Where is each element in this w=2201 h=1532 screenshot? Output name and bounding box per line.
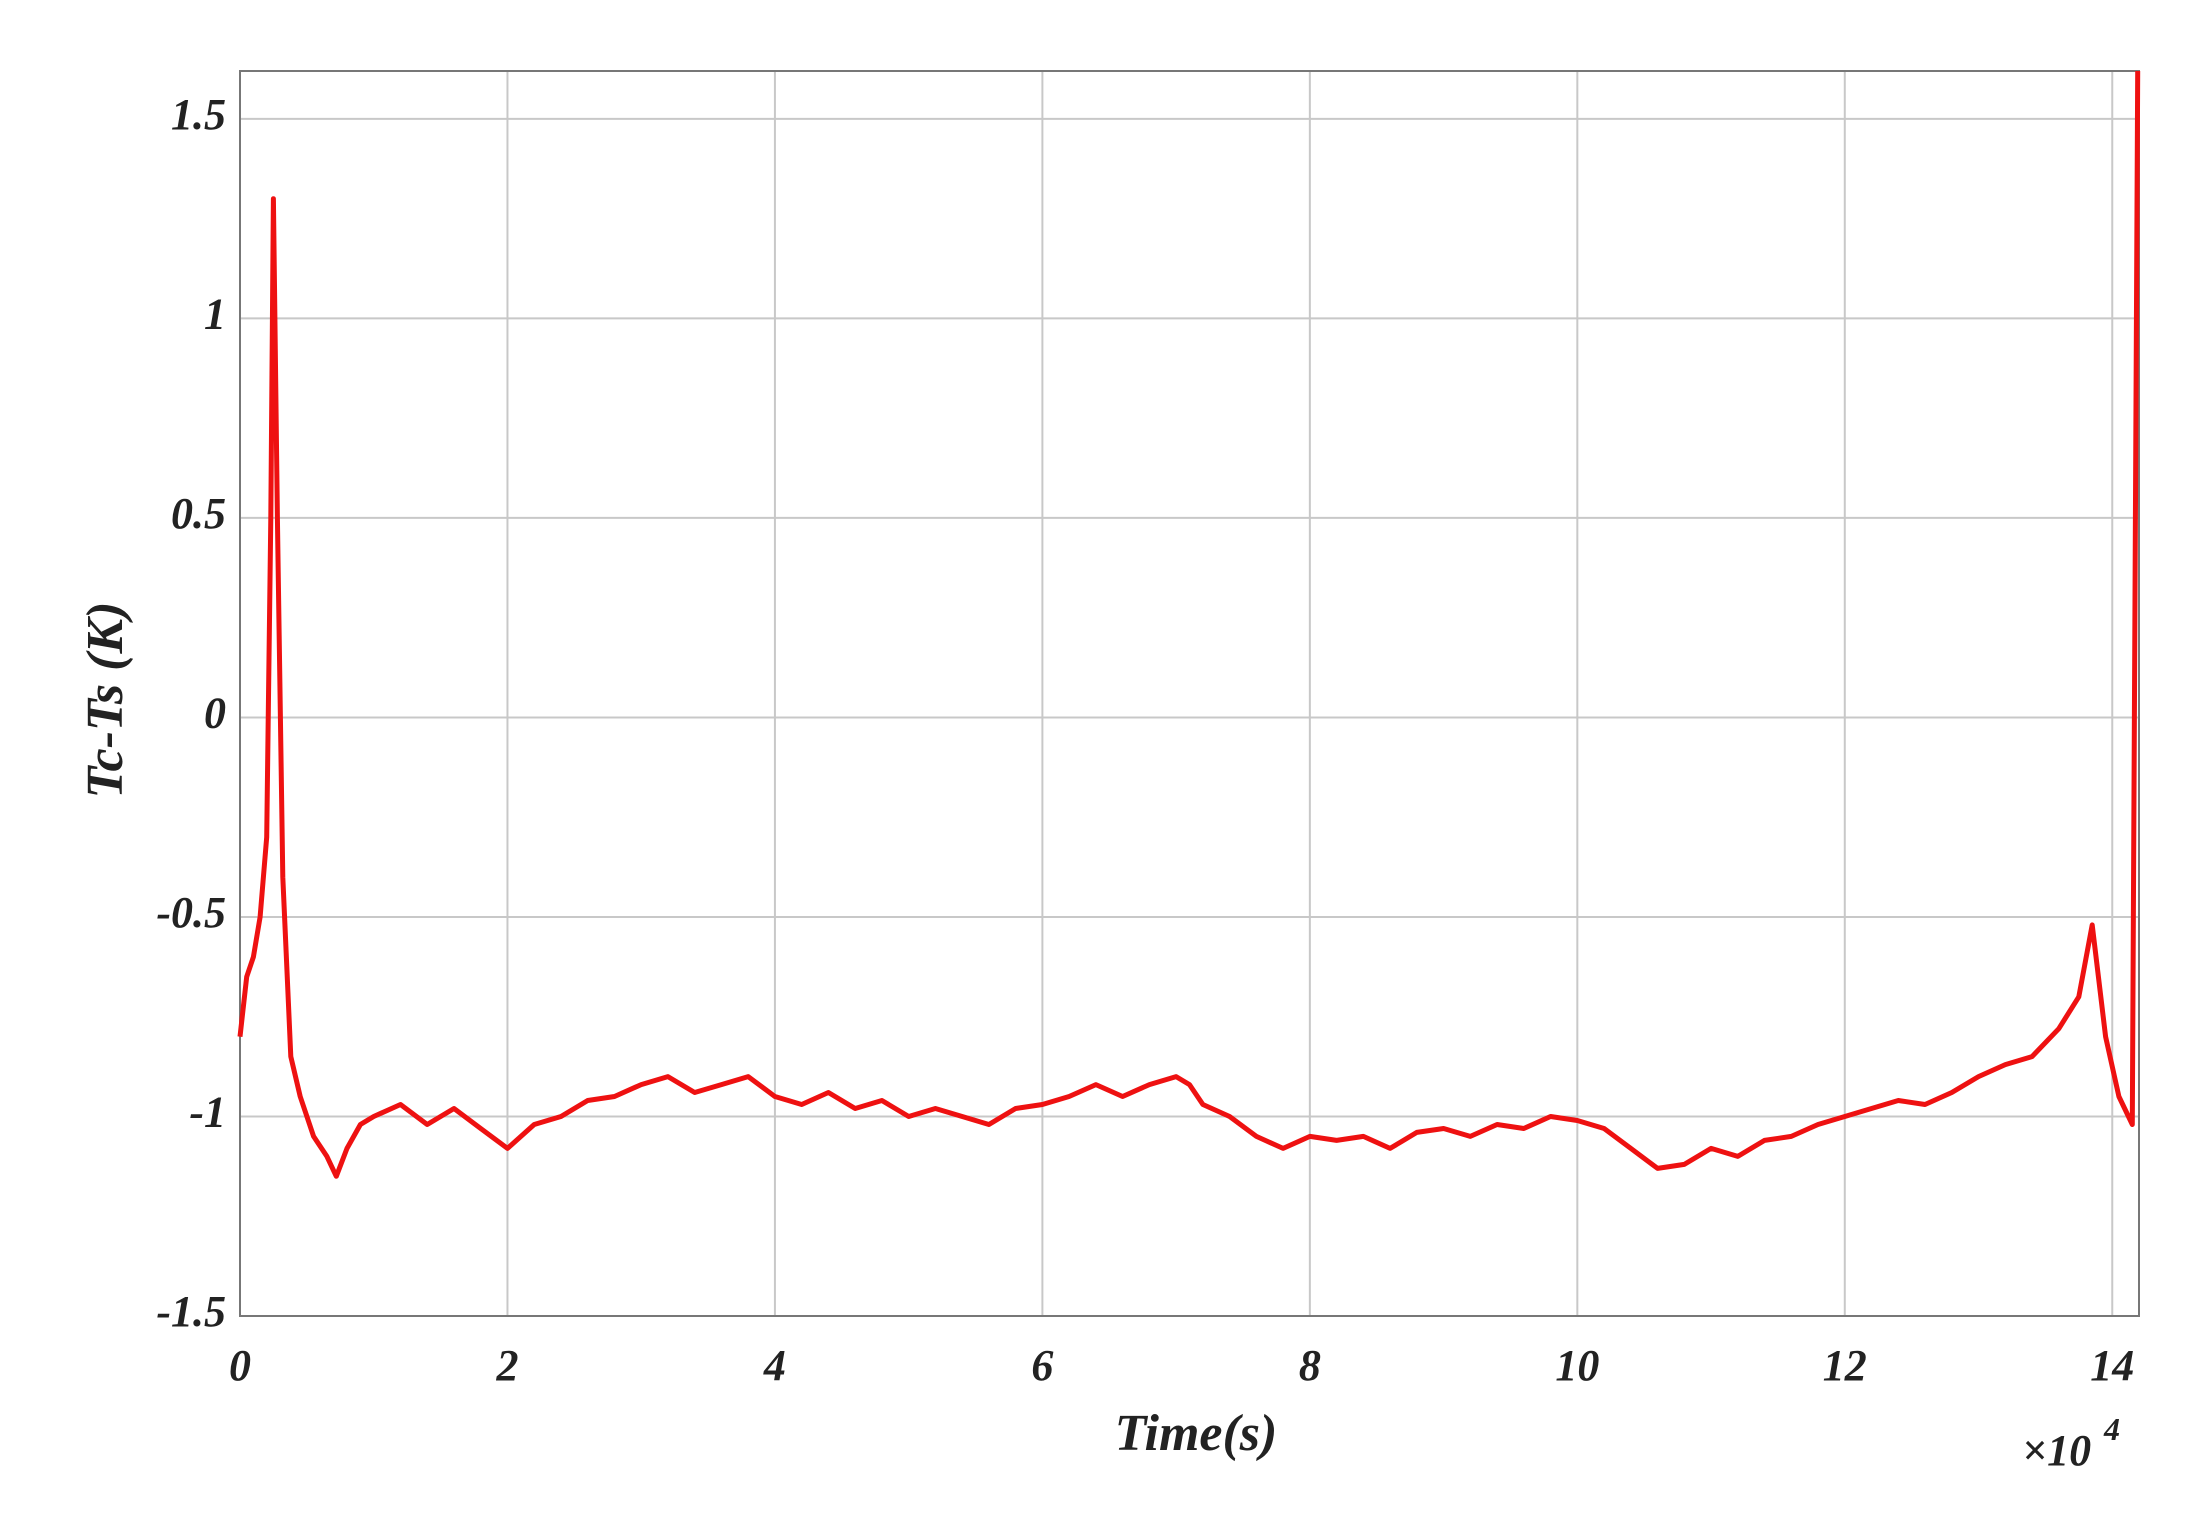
- y-tick-label: 0: [204, 689, 226, 738]
- x-axis-label: Time(s): [1115, 1405, 1278, 1462]
- x-multiplier: ×10: [2022, 1426, 2091, 1475]
- x-tick-label: 2: [495, 1341, 518, 1390]
- x-tick-label: 10: [1555, 1341, 1599, 1390]
- x-tick-label: 0: [229, 1341, 251, 1390]
- y-tick-label: -1: [189, 1088, 226, 1137]
- x-tick-label: 14: [2090, 1341, 2134, 1390]
- plot-frame: [239, 70, 2140, 1317]
- x-multiplier-exponent: 4: [2103, 1411, 2120, 1447]
- data-line: [237, 70, 2141, 1179]
- x-tick-label: 12: [1823, 1341, 1867, 1390]
- y-tick-label: -1.5: [156, 1287, 226, 1336]
- y-tick-label: -0.5: [156, 888, 226, 937]
- x-tick-label: 8: [1299, 1341, 1321, 1390]
- y-tick-label: 1.5: [171, 90, 226, 139]
- x-tick-label: 6: [1031, 1341, 1053, 1390]
- y-axis-label: Tc-Ts (K): [77, 602, 134, 799]
- y-tick-label: 0.5: [171, 489, 226, 538]
- y-tick-label: 1: [204, 289, 226, 338]
- x-tick-label: 4: [763, 1341, 786, 1390]
